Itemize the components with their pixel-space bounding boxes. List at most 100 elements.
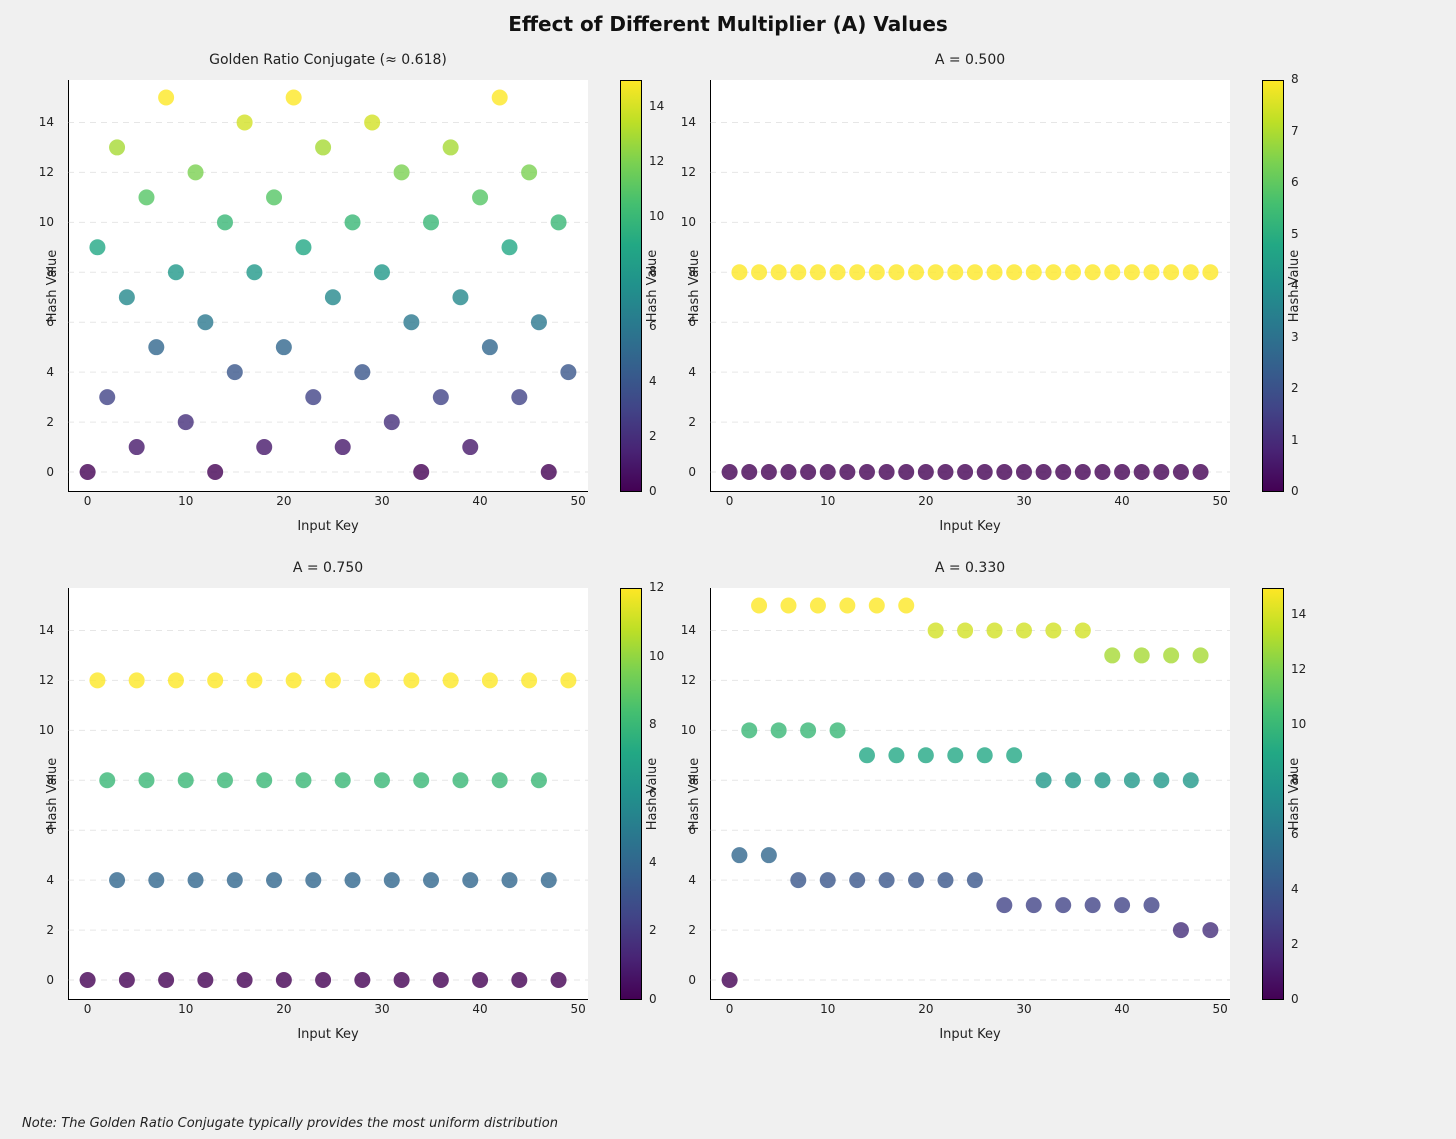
y-tick: 0 (688, 973, 696, 987)
data-point (1065, 772, 1081, 788)
data-point (188, 164, 204, 180)
x-axis-label: Input Key (710, 1027, 1230, 1042)
colorbar-tick: 2 (649, 429, 657, 443)
x-tick: 20 (276, 494, 291, 508)
x-ticks: 01020304050 (710, 1002, 1230, 1020)
data-point (977, 464, 993, 480)
data-point (987, 622, 1003, 638)
figure-footnote: Note: The Golden Ratio Conjugate typical… (22, 1116, 558, 1131)
data-point (443, 672, 459, 688)
data-point (1085, 897, 1101, 913)
colorbar-tick: 8 (1291, 72, 1299, 86)
data-point (276, 339, 292, 355)
colorbar-tick: 3 (1291, 330, 1299, 344)
data-point (197, 972, 213, 988)
data-point (560, 672, 576, 688)
data-point (197, 314, 213, 330)
colorbar-tick: 10 (649, 649, 664, 663)
colorbar-tick: 12 (649, 580, 664, 594)
data-point (741, 722, 757, 738)
data-point (839, 464, 855, 480)
subplot-p1: A = 0.5000102030405002468101214Input Key… (710, 80, 1230, 492)
data-point (722, 464, 738, 480)
figure: Effect of Different Multiplier (A) Value… (0, 0, 1456, 1139)
data-point (305, 872, 321, 888)
data-point (830, 264, 846, 280)
subplot-title: A = 0.750 (68, 560, 588, 576)
data-point (286, 672, 302, 688)
data-point (217, 214, 233, 230)
data-point (384, 414, 400, 430)
x-tick: 30 (374, 1002, 389, 1016)
data-point (771, 264, 787, 280)
y-tick: 10 (39, 215, 54, 229)
data-point (286, 89, 302, 105)
data-point (531, 772, 547, 788)
data-point (937, 464, 953, 480)
x-tick: 40 (1114, 494, 1129, 508)
data-point (168, 672, 184, 688)
data-point (790, 872, 806, 888)
y-tick: 2 (46, 415, 54, 429)
data-point (751, 597, 767, 613)
data-point (879, 872, 895, 888)
colorbar-tick: 0 (649, 484, 657, 498)
scatter-plot (68, 588, 588, 1000)
data-point (741, 464, 757, 480)
y-tick: 4 (688, 365, 696, 379)
data-point (89, 672, 105, 688)
data-point (217, 772, 233, 788)
data-point (119, 289, 135, 305)
x-tick: 50 (1213, 1002, 1228, 1016)
data-point (1153, 772, 1169, 788)
data-point (178, 772, 194, 788)
data-point (158, 89, 174, 105)
x-axis-label: Input Key (68, 519, 588, 534)
data-point (109, 139, 125, 155)
scatter-plot (710, 588, 1230, 1000)
data-point (1193, 647, 1209, 663)
x-ticks: 01020304050 (68, 1002, 588, 1020)
data-point (502, 239, 518, 255)
data-point (1163, 264, 1179, 280)
data-point (1045, 622, 1061, 638)
data-point (295, 239, 311, 255)
colorbar-tick: 6 (1291, 175, 1299, 189)
x-tick: 30 (1016, 494, 1031, 508)
x-tick: 20 (918, 1002, 933, 1016)
data-point (492, 89, 508, 105)
data-point (1114, 464, 1130, 480)
data-point (1124, 264, 1140, 280)
data-point (138, 189, 154, 205)
scatter-plot (710, 80, 1230, 492)
data-point (237, 114, 253, 130)
data-point (957, 464, 973, 480)
data-point (977, 747, 993, 763)
x-tick: 30 (374, 494, 389, 508)
x-tick: 20 (918, 494, 933, 508)
data-point (256, 772, 272, 788)
data-point (908, 264, 924, 280)
data-point (1134, 647, 1150, 663)
data-point (246, 264, 262, 280)
subplot-p0: Golden Ratio Conjugate (≈ 0.618)01020304… (68, 80, 588, 492)
x-tick: 50 (571, 1002, 586, 1016)
scatter-plot (68, 80, 588, 492)
data-point (771, 722, 787, 738)
data-point (1193, 464, 1209, 480)
data-point (947, 264, 963, 280)
data-point (129, 672, 145, 688)
colorbar-tick: 4 (649, 855, 657, 869)
y-tick: 14 (39, 623, 54, 637)
data-point (335, 439, 351, 455)
colorbar-tick: 2 (1291, 937, 1299, 951)
colorbar-tick: 12 (649, 154, 664, 168)
subplot-p3: A = 0.3300102030405002468101214Input Key… (710, 588, 1230, 1000)
data-point (1036, 772, 1052, 788)
x-ticks: 01020304050 (68, 494, 588, 512)
data-point (511, 389, 527, 405)
data-point (521, 164, 537, 180)
data-point (1153, 464, 1169, 480)
data-point (1173, 464, 1189, 480)
data-point (820, 464, 836, 480)
